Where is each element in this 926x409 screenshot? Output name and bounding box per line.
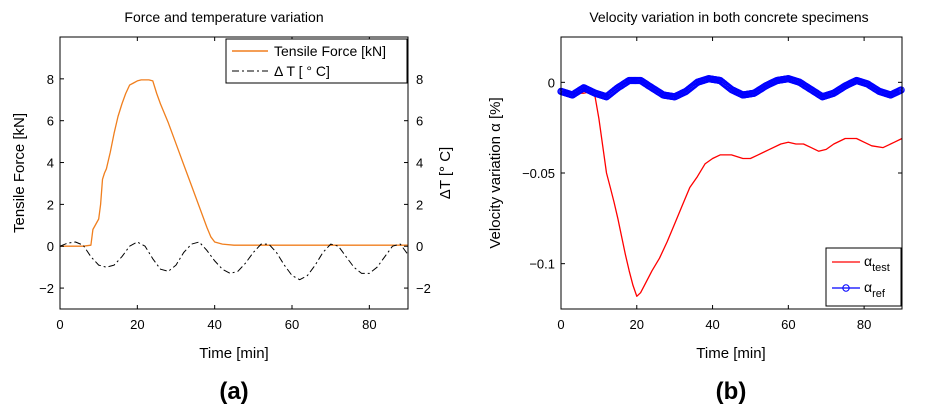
y-tick-label: 0 <box>548 75 555 90</box>
x-tick-label: 0 <box>56 317 63 332</box>
panel-label-b: (b) <box>716 378 747 405</box>
chart-b-legend-sub-test: test <box>872 262 890 274</box>
y-tick-label: 6 <box>47 114 54 129</box>
x-tick-label: 40 <box>705 317 719 332</box>
series-line-a-1 <box>60 242 408 280</box>
chart-a-x-label: Time [min] <box>199 345 268 362</box>
y-tick-label: −2 <box>39 281 54 296</box>
chart-b-title: Velocity variation in both concrete spec… <box>589 9 868 25</box>
velocity-variation-chart: Velocity variation in both concrete spec… <box>487 9 904 405</box>
chart-b-legend-alpha-ref: α <box>864 279 872 295</box>
chart-a-y-label-right: ΔT [° C] <box>437 147 454 199</box>
chart-b-x-label: Time [min] <box>696 345 765 362</box>
chart-a-series-layer <box>60 80 408 280</box>
chart-b-legend-alpha-test: α <box>864 253 872 269</box>
panel-label-a: (a) <box>219 378 248 405</box>
y-tick-label: 4 <box>47 156 54 171</box>
y-right-tick-label: 6 <box>416 114 423 129</box>
x-tick-label: 60 <box>285 317 299 332</box>
y-right-tick-label: 0 <box>416 239 423 254</box>
y-right-tick-label: 8 <box>416 72 423 87</box>
x-tick-label: 40 <box>207 317 221 332</box>
y-right-tick-label: 2 <box>416 197 423 212</box>
x-tick-label: 0 <box>557 317 564 332</box>
chart-a-legend: Tensile Force [kN] Δ T [ ° C] <box>226 39 407 83</box>
chart-b-y-label: Velocity variation α [%] <box>487 97 504 248</box>
x-tick-label: 20 <box>630 317 644 332</box>
chart-a-y-label: Tensile Force [kN] <box>11 113 28 233</box>
x-tick-label: 60 <box>781 317 795 332</box>
chart-a-legend-label-force: Tensile Force [kN] <box>274 43 386 59</box>
force-temperature-chart: Force and temperature variation 0 20 40 60 8… <box>11 9 454 405</box>
y-right-tick-label: 4 <box>416 156 423 171</box>
chart-b-legend: αtest αref <box>826 248 901 306</box>
y-tick-label: −0.05 <box>522 166 555 181</box>
chart-a-title: Force and temperature variation <box>124 9 323 25</box>
y-tick-label: −0.1 <box>529 257 555 272</box>
series-line-a-0 <box>60 80 408 246</box>
x-tick-label: 20 <box>130 317 144 332</box>
y-right-tick-label: −2 <box>416 281 431 296</box>
chart-b-legend-sub-ref: ref <box>872 288 886 300</box>
y-tick-label: 8 <box>47 72 54 87</box>
chart-a-legend-label-temperature: Δ T [ ° C] <box>274 63 330 79</box>
chart-b-y-ticks: −0.1 −0.05 0 <box>522 75 902 271</box>
x-tick-label: 80 <box>857 317 871 332</box>
y-tick-label: 2 <box>47 197 54 212</box>
y-tick-label: 0 <box>47 239 54 254</box>
x-tick-label: 80 <box>362 317 376 332</box>
